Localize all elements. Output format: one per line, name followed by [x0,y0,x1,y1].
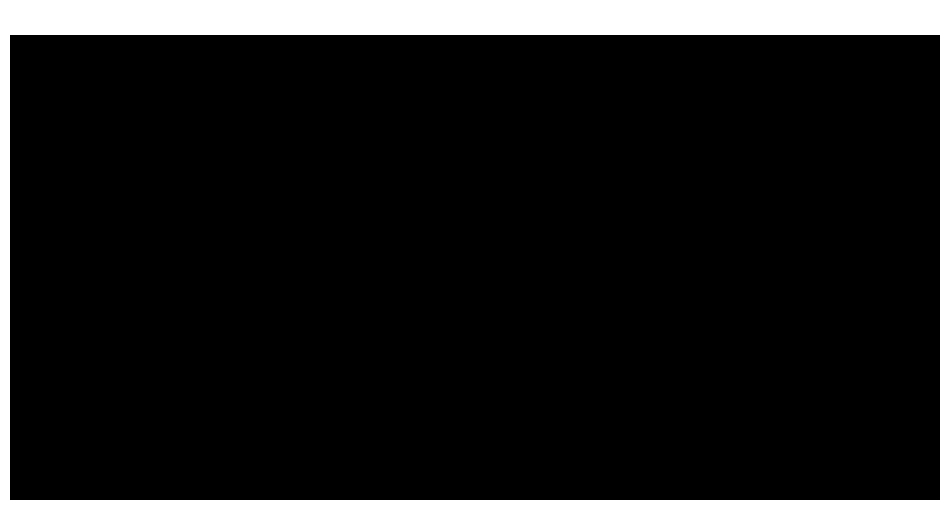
wordcloud-canvas [10,35,940,500]
